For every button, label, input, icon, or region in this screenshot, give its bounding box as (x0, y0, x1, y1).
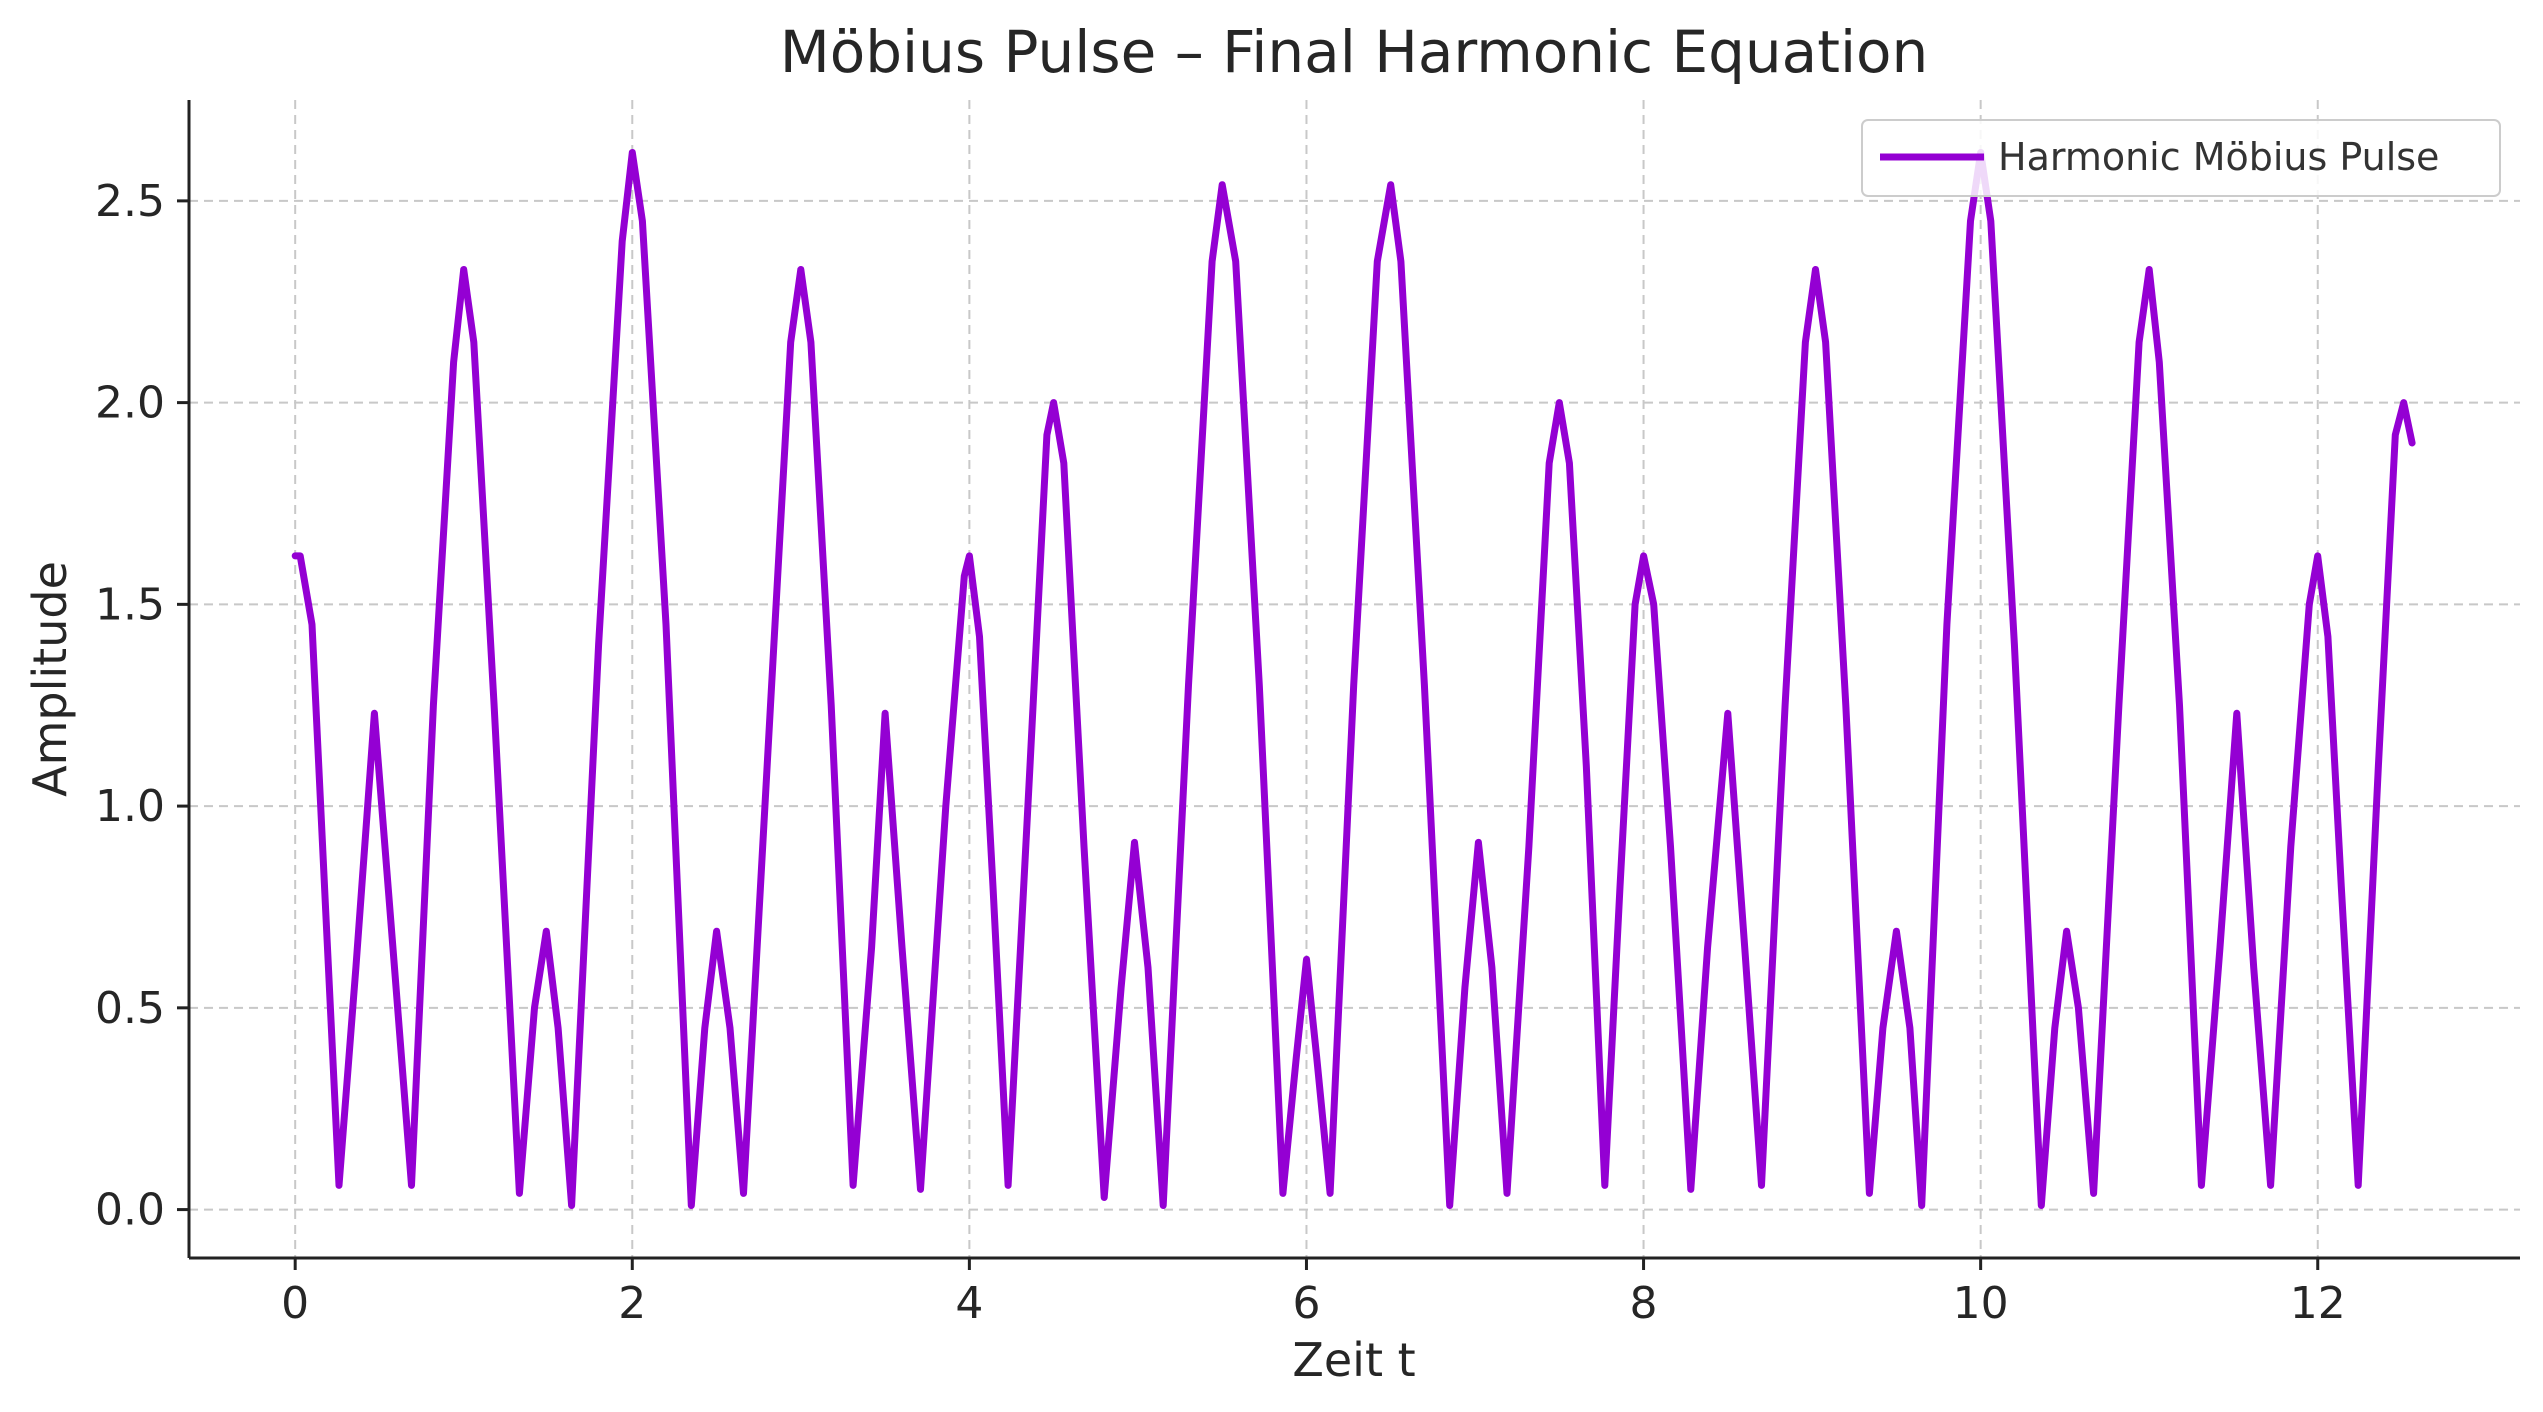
x-tick-label: 0 (281, 1278, 309, 1329)
y-tick-label: 1.5 (95, 579, 165, 630)
y-tick-label: 1.0 (95, 781, 165, 832)
x-tick-label: 8 (1630, 1278, 1658, 1329)
x-tick-label: 10 (1953, 1278, 2009, 1329)
y-tick-label: 0.0 (95, 1185, 165, 1236)
x-tick-label: 6 (1292, 1278, 1320, 1329)
axes-layer (187, 100, 2520, 1260)
ticks-layer: 0 2 4 6 8 10 12 0.0 0.5 1.0 1.5 2.0 2.5 (95, 176, 2346, 1329)
x-axis-label: Zeit t (1292, 1333, 1415, 1387)
y-tick-label: 2.5 (95, 176, 165, 227)
x-tick-label: 4 (955, 1278, 983, 1329)
chart-title: Möbius Pulse – Final Harmonic Equation (780, 18, 1929, 86)
x-tick-label: 12 (2290, 1278, 2346, 1329)
grid-layer (189, 100, 2520, 1258)
legend-box (1861, 119, 2501, 197)
y-tick-label: 0.5 (95, 983, 165, 1034)
series-layer (291, 149, 2416, 1209)
legend-label: Harmonic Möbius Pulse (1998, 135, 2439, 179)
legend: Harmonic Möbius Pulse (1861, 119, 2501, 197)
y-axis-label: Amplitude (23, 561, 77, 797)
x-tick-label: 2 (618, 1278, 646, 1329)
y-tick-label: 2.0 (95, 378, 165, 429)
series-line (291, 149, 2416, 1209)
